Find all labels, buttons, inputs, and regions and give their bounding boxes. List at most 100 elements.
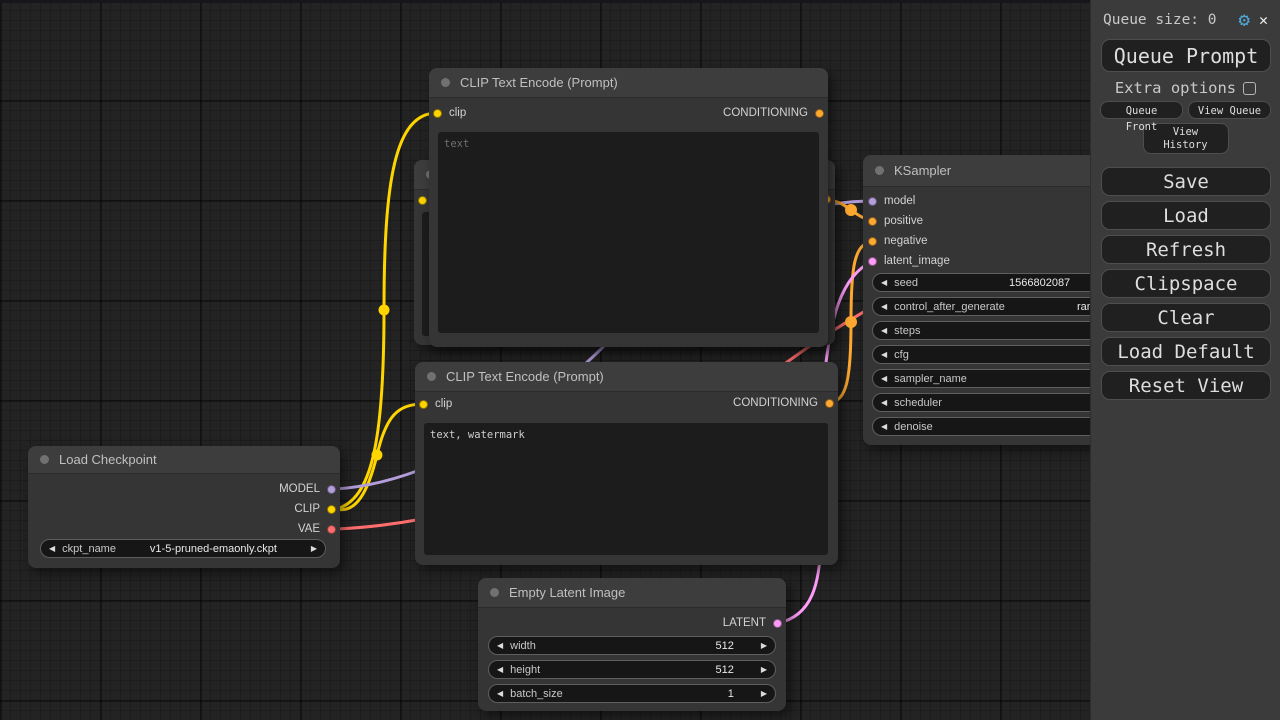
- input-label: negative: [884, 235, 928, 247]
- extra-options-checkbox[interactable]: [1243, 81, 1257, 95]
- seed-widget[interactable]: ◀ seed 1566802087: [872, 273, 1134, 292]
- node-title: Empty Latent Image: [509, 585, 626, 600]
- output-label: VAE: [297, 523, 320, 535]
- queue-prompt-button[interactable]: Queue Prompt: [1101, 39, 1271, 72]
- node-title: CLIP Text Encode (Prompt): [460, 75, 618, 90]
- clip-input-port[interactable]: [433, 108, 442, 118]
- widget-name: ckpt_name: [62, 542, 116, 555]
- decrement-arrow-icon[interactable]: ◀: [881, 421, 888, 431]
- widget-value: 1: [727, 687, 734, 700]
- decrement-arrow-icon[interactable]: ◀: [497, 688, 504, 698]
- widget-name: control_after_generate: [894, 300, 1005, 313]
- collapse-dot-icon[interactable]: [441, 78, 450, 87]
- model-output-port[interactable]: [327, 484, 336, 494]
- output-label: MODEL: [279, 483, 320, 495]
- node-title: Load Checkpoint: [59, 452, 157, 467]
- collapse-dot-icon[interactable]: [427, 372, 436, 381]
- input-label: latent_image: [884, 255, 950, 267]
- node-clip-text-encode-negative[interactable]: CLIP Text Encode (Prompt) clip CONDITION…: [415, 362, 838, 565]
- widget-name: sampler_name: [894, 372, 967, 385]
- decrement-arrow-icon[interactable]: ◀: [497, 640, 504, 650]
- cfg-widget[interactable]: ◀ cfg: [872, 345, 1134, 364]
- widget-value: 1566802087: [1009, 276, 1071, 289]
- clip-input-port[interactable]: [419, 399, 428, 409]
- positive-input-port[interactable]: [868, 216, 877, 226]
- queue-size-label: Queue size: 0: [1103, 12, 1217, 28]
- node-load-checkpoint[interactable]: Load Checkpoint MODEL CLIP VAE ◀ ckpt_na…: [28, 446, 340, 568]
- conditioning-output-port[interactable]: [825, 398, 834, 408]
- prompt-textarea[interactable]: text: [438, 132, 819, 333]
- increment-arrow-icon[interactable]: ▶: [760, 664, 767, 674]
- decrement-arrow-icon[interactable]: ◀: [497, 664, 504, 674]
- vae-output-port[interactable]: [327, 524, 336, 534]
- decrement-arrow-icon[interactable]: ◀: [881, 301, 888, 311]
- decrement-arrow-icon[interactable]: ◀: [881, 277, 888, 287]
- scheduler-widget[interactable]: ◀ scheduler: [872, 393, 1134, 412]
- widget-name: batch_size: [510, 687, 563, 700]
- increment-arrow-icon[interactable]: ▶: [760, 640, 767, 650]
- clear-button[interactable]: Clear: [1101, 303, 1271, 332]
- load-button[interactable]: Load: [1101, 201, 1271, 230]
- prompt-textarea[interactable]: text, watermark: [424, 423, 828, 555]
- control-after-generate-widget[interactable]: ◀ control_after_generate randomize: [872, 297, 1134, 316]
- output-label: CONDITIONING: [723, 107, 808, 119]
- widget-value: 512: [715, 639, 734, 652]
- output-label: CLIP: [294, 503, 320, 515]
- collapse-dot-icon[interactable]: [40, 455, 49, 464]
- clip-input-port[interactable]: [418, 195, 427, 205]
- view-history-button[interactable]: View History: [1142, 123, 1229, 154]
- collapse-dot-icon[interactable]: [490, 588, 499, 597]
- settings-gear-icon[interactable]: ⚙: [1238, 8, 1250, 31]
- sampler-name-widget[interactable]: ◀ sampler_name: [872, 369, 1134, 388]
- decrement-arrow-icon[interactable]: ◀: [881, 325, 888, 335]
- height-widget[interactable]: ◀ height 512 ▶: [488, 660, 776, 679]
- widget-name: scheduler: [894, 396, 942, 409]
- latent-output-port[interactable]: [773, 618, 782, 628]
- widget-name: seed: [894, 276, 919, 289]
- model-input-port[interactable]: [868, 196, 877, 206]
- widget-name: width: [510, 639, 536, 652]
- node-clip-text-encode-top[interactable]: CLIP Text Encode (Prompt) clip CONDITION…: [429, 68, 828, 347]
- comfy-menu: Queue size: 0 ⚙ ✕ Queue Prompt Extra opt…: [1090, 0, 1280, 720]
- increment-arrow-icon[interactable]: ▶: [310, 543, 317, 553]
- widget-name: denoise: [894, 420, 933, 433]
- batch-size-widget[interactable]: ◀ batch_size 1 ▶: [488, 684, 776, 703]
- decrement-arrow-icon[interactable]: ◀: [881, 349, 888, 359]
- widget-value: v1-5-pruned-emaonly.ckpt: [149, 542, 277, 555]
- reset-view-button[interactable]: Reset View: [1101, 371, 1271, 400]
- increment-arrow-icon[interactable]: ▶: [760, 688, 767, 698]
- canvas-top-edge: [0, 0, 1280, 3]
- node-title: KSampler: [894, 163, 952, 178]
- refresh-button[interactable]: Refresh: [1101, 235, 1271, 264]
- width-widget[interactable]: ◀ width 512 ▶: [488, 636, 776, 655]
- clip-output-port[interactable]: [327, 504, 336, 514]
- link-dot: [371, 449, 383, 461]
- widget-name: steps: [894, 324, 921, 337]
- link-dot: [845, 204, 857, 216]
- decrement-arrow-icon[interactable]: ◀: [49, 543, 56, 553]
- node-empty-latent-image[interactable]: Empty Latent Image LATENT ◀ width 512 ▶ …: [478, 578, 786, 711]
- decrement-arrow-icon[interactable]: ◀: [881, 373, 888, 383]
- output-label: LATENT: [722, 617, 766, 629]
- widget-value: 512: [715, 663, 734, 676]
- input-label: model: [884, 195, 916, 207]
- ckpt-name-widget[interactable]: ◀ ckpt_name v1-5-pruned-emaonly.ckpt ▶: [40, 539, 326, 558]
- view-queue-button[interactable]: View Queue: [1188, 101, 1271, 119]
- load-default-button[interactable]: Load Default: [1101, 337, 1271, 366]
- denoise-widget[interactable]: ◀ denoise: [872, 417, 1134, 436]
- extra-options-label: Extra options: [1114, 79, 1237, 97]
- collapse-dot-icon[interactable]: [875, 166, 884, 175]
- output-label: CONDITIONING: [733, 397, 818, 409]
- clipspace-button[interactable]: Clipspace: [1101, 269, 1271, 298]
- queue-front-button[interactable]: Queue Front: [1100, 101, 1183, 133]
- close-icon[interactable]: ✕: [1258, 11, 1268, 29]
- node-title: CLIP Text Encode (Prompt): [446, 369, 604, 384]
- negative-input-port[interactable]: [868, 236, 877, 246]
- conditioning-output-port[interactable]: [815, 108, 824, 118]
- decrement-arrow-icon[interactable]: ◀: [881, 397, 888, 407]
- save-button[interactable]: Save: [1101, 167, 1271, 196]
- input-label: positive: [884, 215, 923, 227]
- latent-image-input-port[interactable]: [868, 256, 877, 266]
- link-dot: [845, 316, 857, 328]
